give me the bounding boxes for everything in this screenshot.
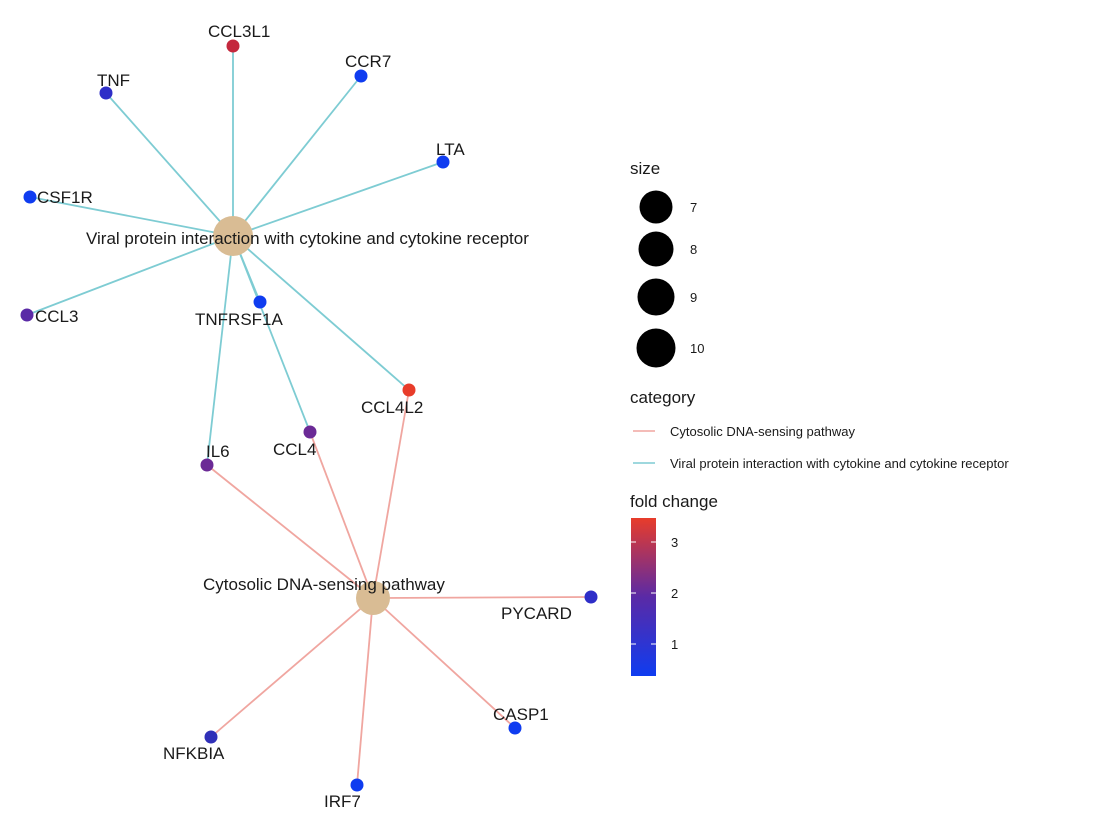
legend-size-circle-10 [636, 328, 676, 368]
gene-label-csf1r: CSF1R [37, 188, 93, 207]
edge-cyto-irf7 [356, 597, 374, 786]
gene-node-lta [436, 155, 450, 169]
pathway-node-viral [213, 216, 253, 256]
gene-node-ccr7 [354, 69, 368, 83]
gene-node-ccl3 [20, 308, 34, 322]
gene-label-pycard: PYCARD [501, 604, 572, 623]
legend-size-label-9: 9 [690, 290, 697, 305]
colorbar-tick-label-2: 2 [671, 586, 678, 601]
edge-viral-ccl3 [26, 235, 234, 316]
gene-node-ccl3l1 [226, 39, 240, 53]
legend-size-label-8: 8 [690, 242, 697, 257]
legend-category-title: category [630, 388, 696, 407]
gene-node-irf7 [350, 778, 364, 792]
legend-size-title: size [630, 159, 660, 178]
edge-cyto-nfkbia [210, 597, 374, 738]
edge-viral-csf1r [29, 196, 234, 237]
legend-size-label-7: 7 [690, 200, 697, 215]
gene-label-nfkbia: NFKBIA [163, 744, 225, 763]
node-labels: Viral protein interaction with cytokine … [35, 22, 572, 811]
legend-size-label-10: 10 [690, 341, 704, 356]
gene-label-casp1: CASP1 [493, 705, 549, 724]
gene-node-pycard [584, 590, 598, 604]
nodes [20, 39, 598, 792]
gene-node-il6 [200, 458, 214, 472]
colorbar-tick-label-3: 3 [671, 535, 678, 550]
edge-cyto-ccl4 [309, 431, 374, 599]
edge-viral-tnf [105, 92, 234, 237]
legend-size: size 7 8 9 10 [630, 159, 704, 368]
edges [26, 46, 592, 786]
gene-label-tnfrsf1a: TNFRSF1A [195, 310, 284, 329]
gene-node-csf1r [23, 190, 37, 204]
edge-cyto-pycard [372, 596, 592, 599]
legend-category-label-viral: Viral protein interaction with cytokine … [670, 456, 1009, 471]
edge-viral-ccl4l2 [232, 235, 410, 391]
gene-label-ccl4: CCL4 [273, 440, 316, 459]
fold-change-colorbar [631, 518, 656, 676]
edge-viral-ccl4 [232, 235, 311, 433]
legend-size-circle-9 [637, 278, 675, 316]
gene-label-lta: LTA [436, 140, 465, 159]
legend-fold-change-title: fold change [630, 492, 718, 511]
edge-cyto-il6 [206, 464, 374, 599]
gene-node-tnfrsf1a [253, 295, 267, 309]
gene-label-il6: IL6 [206, 442, 230, 461]
pathway-node-cyto [356, 581, 390, 615]
gene-node-casp1 [508, 721, 522, 735]
gene-node-ccl4l2 [402, 383, 416, 397]
gene-label-ccl3l1: CCL3L1 [208, 22, 270, 41]
gene-label-ccr7: CCR7 [345, 52, 391, 71]
gene-label-tnf: TNF [97, 71, 130, 90]
gene-node-ccl4 [303, 425, 317, 439]
gene-label-irf7: IRF7 [324, 792, 361, 811]
edge-viral-lta [232, 161, 444, 237]
gene-node-nfkbia [204, 730, 218, 744]
legend-category-label-cytosolic: Cytosolic DNA-sensing pathway [670, 424, 855, 439]
gene-label-ccl4l2: CCL4L2 [361, 398, 423, 417]
gene-node-tnf [99, 86, 113, 100]
legend-size-circle-8 [638, 231, 674, 267]
pathway-label-viral: Viral protein interaction with cytokine … [86, 229, 529, 248]
edge-viral-ccr7 [232, 75, 362, 237]
edge-viral-il6 [206, 235, 234, 466]
colorbar-tick-label-1: 1 [671, 637, 678, 652]
edge-cyto-casp1 [372, 597, 516, 729]
legend-category: category Cytosolic DNA-sensing pathway V… [630, 388, 1009, 471]
pathway-label-cyto: Cytosolic DNA-sensing pathway [203, 575, 445, 594]
gene-label-ccl3: CCL3 [35, 307, 78, 326]
legend-fold-change: fold change 3 2 1 [630, 492, 718, 676]
legend-size-circle-7 [639, 190, 673, 224]
edge-cyto-ccl4l2 [372, 389, 410, 599]
